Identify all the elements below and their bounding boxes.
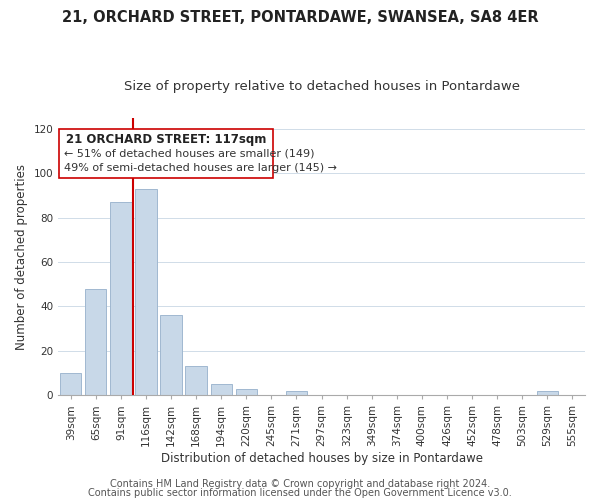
Bar xyxy=(537,391,558,396)
Bar xyxy=(185,366,207,396)
Text: Contains public sector information licensed under the Open Government Licence v3: Contains public sector information licen… xyxy=(88,488,512,498)
Bar xyxy=(286,391,307,396)
X-axis label: Distribution of detached houses by size in Pontardawe: Distribution of detached houses by size … xyxy=(161,452,482,465)
Bar xyxy=(60,373,82,396)
FancyBboxPatch shape xyxy=(59,129,272,178)
Bar xyxy=(85,288,106,396)
Text: 49% of semi-detached houses are larger (145) →: 49% of semi-detached houses are larger (… xyxy=(64,164,337,173)
Bar xyxy=(236,388,257,396)
Text: Contains HM Land Registry data © Crown copyright and database right 2024.: Contains HM Land Registry data © Crown c… xyxy=(110,479,490,489)
Y-axis label: Number of detached properties: Number of detached properties xyxy=(15,164,28,350)
Title: Size of property relative to detached houses in Pontardawe: Size of property relative to detached ho… xyxy=(124,80,520,93)
Text: 21, ORCHARD STREET, PONTARDAWE, SWANSEA, SA8 4ER: 21, ORCHARD STREET, PONTARDAWE, SWANSEA,… xyxy=(62,10,538,25)
Bar xyxy=(110,202,131,396)
Bar xyxy=(160,316,182,396)
Bar xyxy=(136,189,157,396)
Bar xyxy=(211,384,232,396)
Text: 21 ORCHARD STREET: 117sqm: 21 ORCHARD STREET: 117sqm xyxy=(66,134,266,146)
Text: ← 51% of detached houses are smaller (149): ← 51% of detached houses are smaller (14… xyxy=(64,149,315,159)
